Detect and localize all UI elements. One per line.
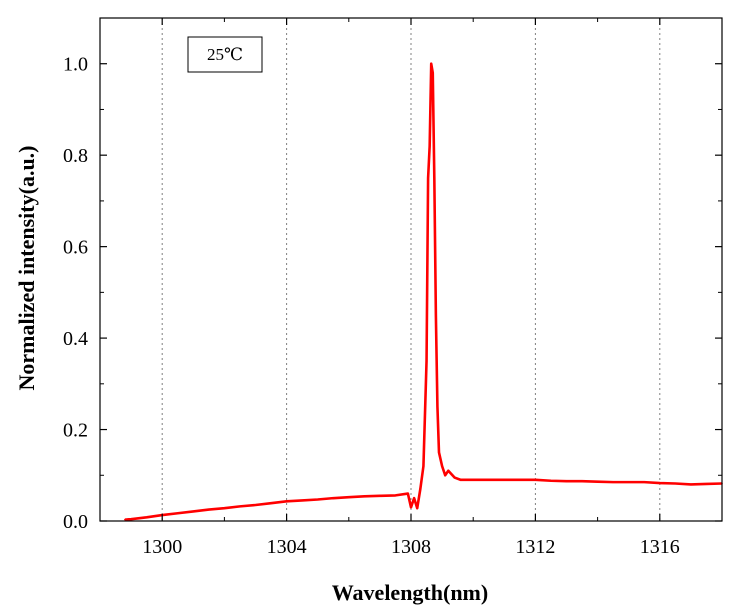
y-tick-label: 0.4 [63,328,88,350]
data-point [503,479,506,481]
data-point [419,488,422,490]
data-point [301,499,303,502]
legend-label: 25℃ [207,45,243,64]
data-point [433,177,436,179]
data-point [285,500,288,503]
data-point [534,479,537,481]
data-point [407,492,409,495]
data-point [438,451,440,454]
data-point [145,516,148,519]
data-point [348,496,350,499]
data-point [416,507,419,509]
data-point [705,483,708,485]
series-layer [124,62,723,521]
data-point [550,479,552,482]
data-point [316,498,319,501]
y-axis-title: Normalized intensity(a.u.) [14,145,39,390]
data-point [208,508,210,511]
data-point [394,494,397,497]
data-point [472,479,475,481]
data-point [130,518,132,520]
data-point [519,479,521,481]
data-point [422,465,425,467]
data-point [431,72,434,74]
legend-box: 25℃ [187,36,263,73]
x-tick-label: 1300 [142,536,182,558]
data-point [659,482,661,484]
grid-lines [161,18,661,521]
y-tick-label: 0.2 [63,420,88,442]
data-point [612,481,614,483]
x-tick-label: 1316 [640,536,680,558]
data-point [674,482,677,485]
y-tick-label: 1.0 [63,54,88,76]
data-point [239,505,241,508]
data-point [435,314,437,317]
data-point [627,481,630,483]
y-tick-label: 0.6 [63,237,88,259]
data-point [332,497,335,499]
x-tick-label: 1308 [391,536,431,558]
data-point [428,145,431,147]
data-point [453,476,456,479]
data-point [447,469,450,472]
data-point [192,510,195,513]
x-tick-label: 1312 [515,536,555,558]
series-line [124,62,723,521]
data-point [565,480,568,483]
axis-ticks: 1300 1304 1308 1312 1316 0.0 0.2 0.4 0.6 0.8 1.0 [63,18,723,558]
data-point [690,483,692,486]
data-point [436,405,439,408]
data-point [441,465,443,467]
data-point [379,495,381,497]
data-point [410,506,412,509]
data-point [444,474,447,477]
data-point [487,479,490,481]
data-point [459,479,462,481]
data-point [581,480,583,483]
x-tick-label: 1304 [267,536,307,558]
data-point [427,177,429,179]
data-point [176,512,179,515]
y-tick-label: 0.0 [63,511,88,533]
data-point [124,518,126,521]
data-point [413,497,415,499]
x-axis-title: Wavelength(nm) [332,580,488,605]
data-point [270,502,272,504]
data-point [430,62,433,65]
data-point [254,504,257,506]
data-point [363,495,366,498]
y-tick-label: 0.8 [63,145,88,167]
data-point [425,360,428,362]
data-point [643,481,646,483]
data-point [223,507,226,509]
data-point [596,480,599,483]
